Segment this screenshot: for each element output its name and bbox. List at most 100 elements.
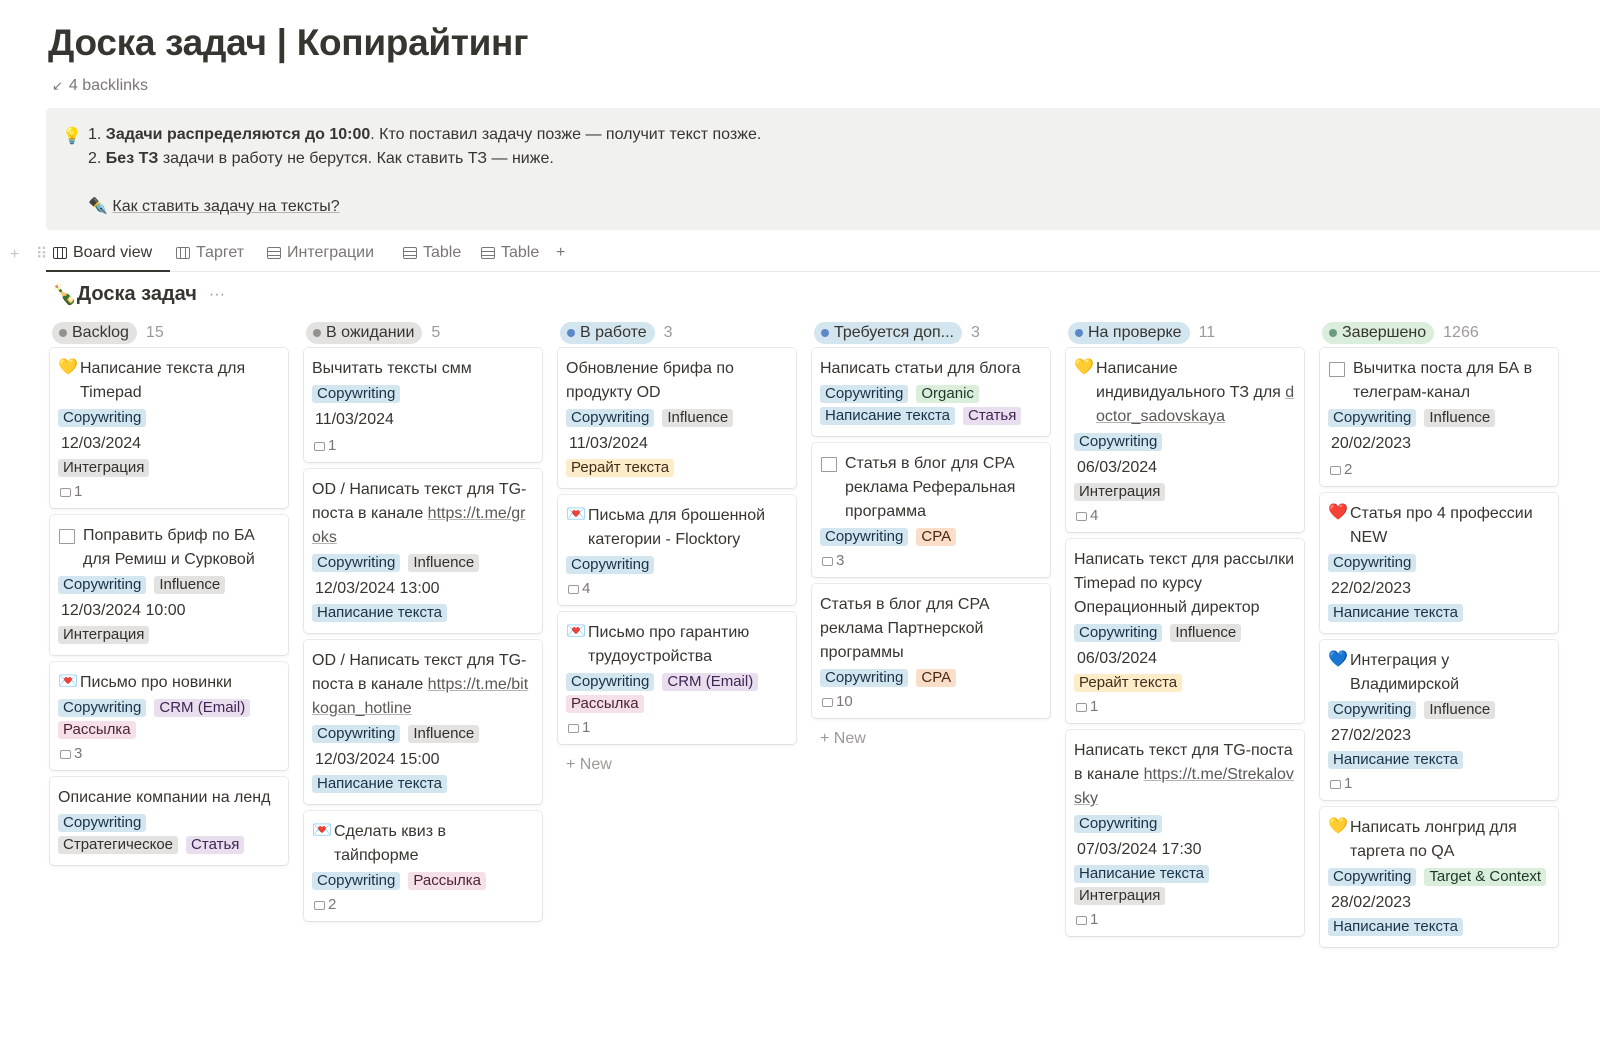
- task-card[interactable]: 💛 Написание индивидуального ТЗ для doctor…: [1066, 348, 1304, 532]
- task-card[interactable]: 💛 Написание текста для Timepad Copywriting…: [50, 348, 288, 508]
- task-card[interactable]: Написать текст для рассылки Timepad по к…: [1066, 539, 1304, 723]
- status-pill[interactable]: На проверке: [1068, 322, 1190, 344]
- card-title-text: Статья про 4 профессии NEW: [1350, 505, 1533, 546]
- tag-row: Интеграция: [1074, 483, 1296, 501]
- comment-count[interactable]: 1: [568, 719, 788, 736]
- card-link[interactable]: https://t.me/Strekalovsky: [1074, 766, 1294, 807]
- comment-count[interactable]: 3: [60, 745, 280, 762]
- card-link[interactable]: doctor_sadovskaya: [1096, 384, 1295, 425]
- task-card[interactable]: 💌 Сделать квиз в тайпформе Copywriting Расс…: [304, 811, 542, 921]
- card-date: 11/03/2024: [315, 411, 394, 428]
- column-header[interactable]: Требуется доп... 3: [814, 320, 1050, 346]
- database-title[interactable]: 🍾 Доска задач ···: [52, 283, 225, 306]
- card-link[interactable]: https://t.me/bitkogan_hotline: [312, 676, 529, 717]
- tag-row: Интеграция: [58, 459, 280, 477]
- card-title: Статья в блог для CPA реклама Реферальна…: [820, 452, 1042, 524]
- more-options-icon[interactable]: ···: [208, 285, 225, 303]
- column-count: 5: [431, 324, 441, 341]
- tag-row: Copywriting Target & Context: [1328, 868, 1550, 886]
- comment-count[interactable]: 1: [1076, 911, 1296, 928]
- tag-row: Copywriting CPA: [820, 528, 1042, 546]
- tag: Интеграция: [58, 626, 150, 644]
- table-icon: [267, 247, 281, 259]
- task-card[interactable]: Написать статьи для блога Copywriting Orga…: [812, 348, 1050, 436]
- comment-count[interactable]: 4: [1076, 507, 1296, 524]
- lightbulb-icon: 💡: [62, 128, 82, 145]
- card-date: 11/03/2024: [569, 435, 648, 452]
- task-card[interactable]: 💙 Интеграция у Владимирской Copywriting Inf…: [1320, 640, 1558, 800]
- task-card[interactable]: 💌 Письма для брошенной категории - Flockt…: [558, 495, 796, 605]
- tab-board-view[interactable]: Board view: [53, 244, 152, 262]
- card-link[interactable]: https://t.me/groks: [312, 505, 526, 546]
- tag: CRM (Email): [154, 699, 251, 717]
- callout-link-row[interactable]: ✒️ Как ставить задачу на тексты?: [88, 196, 340, 216]
- task-card[interactable]: Описание компании на ленд Copywriting Стра…: [50, 777, 288, 865]
- task-card[interactable]: 💛 Написать лонгрид для таргета по QA Copyw…: [1320, 807, 1558, 947]
- comment-count[interactable]: 10: [822, 693, 1042, 710]
- comment-icon: [60, 750, 71, 759]
- column-header[interactable]: В работе 3: [560, 320, 796, 346]
- tag: Статья: [963, 407, 1022, 425]
- tag: Copywriting: [58, 814, 147, 832]
- task-card[interactable]: Обновление брифа по продукту OD Copywriti…: [558, 348, 796, 488]
- tag: Copywriting: [1328, 554, 1417, 572]
- task-card[interactable]: OD / Написать текст для TG-поста в канал…: [304, 469, 542, 633]
- tag-row: Copywriting Influence: [566, 409, 788, 427]
- comment-number: 4: [1090, 507, 1099, 524]
- task-card[interactable]: Статья в блог для CPA реклама Партнерско…: [812, 584, 1050, 718]
- card-title-text: Написание текста для Timepad: [80, 360, 246, 401]
- comment-count[interactable]: 1: [1330, 775, 1550, 792]
- comment-count[interactable]: 4: [568, 580, 788, 597]
- card-title-text: Письмо про новинки: [80, 674, 232, 691]
- status-pill[interactable]: В работе: [560, 322, 655, 344]
- column-count: 11: [1198, 324, 1216, 341]
- task-card[interactable]: 💌 Письмо про новинки Copywriting CRM (Email…: [50, 662, 288, 770]
- new-card-button[interactable]: + New: [820, 730, 866, 747]
- status-dot-icon: [821, 329, 829, 337]
- status-pill[interactable]: Завершено: [1322, 322, 1435, 344]
- comment-count[interactable]: 3: [822, 552, 1042, 569]
- comment-count[interactable]: 1: [60, 483, 280, 500]
- column-header[interactable]: Завершено 1266: [1322, 320, 1558, 346]
- tag: Copywriting: [58, 576, 147, 594]
- card-date: 12/03/2024 13:00: [315, 580, 440, 597]
- column-header[interactable]: На проверке 11: [1068, 320, 1304, 346]
- tag: Copywriting: [1074, 624, 1163, 642]
- task-card[interactable]: Написать текст для TG-поста в канале htt…: [1066, 730, 1304, 936]
- status-pill[interactable]: Backlog: [52, 322, 137, 344]
- card-title-text: Написание индивидуального ТЗ для doctor_…: [1096, 360, 1295, 425]
- task-card[interactable]: Вычитка поста для БА в телеграм-канал Cop…: [1320, 348, 1558, 486]
- backlinks-link[interactable]: ↙ 4 backlinks: [52, 77, 148, 95]
- tab-integrations[interactable]: Интеграции: [267, 244, 374, 262]
- status-pill[interactable]: В ожидании: [306, 322, 423, 344]
- add-view-button[interactable]: +: [556, 244, 565, 262]
- card-title-text: Статья в блог для CPA реклама Партнерско…: [820, 596, 989, 661]
- column-header[interactable]: Backlog 15: [52, 320, 288, 346]
- comment-count[interactable]: 2: [1330, 461, 1550, 478]
- status-pill[interactable]: Требуется доп...: [814, 322, 962, 344]
- drag-handle-icon[interactable]: + ⠿: [10, 246, 54, 263]
- card-title: Написать статьи для блога: [820, 357, 1042, 381]
- card-title: Написать текст для TG-поста в канале htt…: [1074, 739, 1296, 811]
- tab-table-1[interactable]: Table: [403, 244, 461, 262]
- tab-target[interactable]: Таргет: [176, 244, 244, 262]
- comment-count[interactable]: 2: [314, 896, 534, 913]
- task-card[interactable]: Статья в блог для CPA реклама Реферальна…: [812, 443, 1050, 577]
- column-header[interactable]: В ожидании 5: [306, 320, 542, 346]
- comment-count[interactable]: 1: [1076, 698, 1296, 715]
- task-card[interactable]: 💌 Письмо про гарантию трудоустройства Copy…: [558, 612, 796, 744]
- card-title: Поправить бриф по БА для Ремиш и Сурково…: [58, 524, 280, 572]
- card-date: 12/03/2024: [61, 435, 142, 452]
- new-card-button[interactable]: + New: [566, 756, 612, 773]
- tag: Copywriting: [820, 385, 909, 403]
- task-card[interactable]: ❤️ Статья про 4 профессии NEW Copywriting 2…: [1320, 493, 1558, 633]
- pen-icon: ✒️: [88, 198, 108, 215]
- task-card[interactable]: OD / Написать текст для TG-поста в канал…: [304, 640, 542, 804]
- how-to-task-link[interactable]: Как ставить задачу на тексты?: [112, 198, 340, 215]
- tab-table-2[interactable]: Table: [481, 244, 539, 262]
- card-title-text: Статья в блог для CPA реклама Реферальна…: [845, 455, 1016, 520]
- task-card[interactable]: Поправить бриф по БА для Ремиш и Сурково…: [50, 515, 288, 655]
- comment-count[interactable]: 1: [314, 437, 534, 454]
- task-card[interactable]: Вычитать тексты смм Copywriting 11/03/2024…: [304, 348, 542, 462]
- comment-number: 1: [582, 719, 591, 736]
